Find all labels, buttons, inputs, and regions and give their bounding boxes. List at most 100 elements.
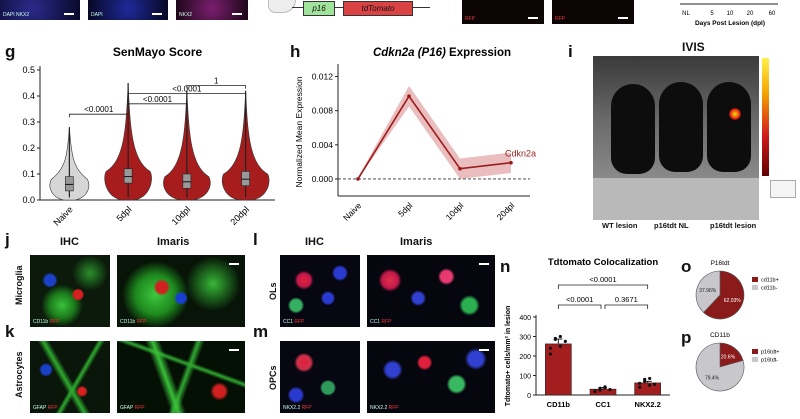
pie-chart-p16tdt: P16tdt 62.03% 37.96% cd11b+ cd11b- (695, 260, 779, 320)
bar (545, 343, 572, 396)
panel-label-l: l (253, 230, 258, 249)
p-value-label: 0.3671 (615, 295, 638, 304)
y-tick-label: 100 (519, 374, 531, 381)
p-value-label: <0.0001 (172, 84, 202, 93)
mouse-2 (659, 82, 703, 172)
ivis-colorbar (762, 58, 769, 176)
series-line (357, 94, 512, 180)
panel-label-p: p (681, 328, 692, 347)
y-tick-label: 0.0 (22, 195, 35, 205)
micrograph-microglia-ihc: CD11b RFP (30, 255, 110, 327)
bioluminescence-signal (729, 108, 741, 120)
caption-rfp: RFP (47, 405, 58, 411)
timeline-label: Days Post Lesion (dpl) (695, 20, 765, 27)
data-point (553, 337, 557, 342)
row-label-microglia: Microglia (14, 265, 24, 305)
chart-title: CD11b (710, 332, 730, 339)
title-gene: Cdkn2a (P16) (373, 47, 446, 59)
pie-slice (695, 342, 745, 392)
y-tick-label: 0.012 (312, 72, 334, 82)
bar-chart-tdtomato: Tdtomato Colocalization 0 100 200 300 400 Tdto… (505, 257, 670, 409)
significance-bracket (186, 85, 247, 89)
ivis-label-1: WT lesion (602, 221, 638, 230)
ivis-image (593, 56, 759, 220)
j-title-ihc: IHC (60, 236, 79, 248)
data-point (653, 382, 657, 386)
row-label-ols: OLs (268, 282, 278, 300)
ivis-title: IVIS (682, 40, 705, 54)
y-tick-label: 0.004 (312, 140, 334, 150)
violin-chart-senmayo: SenMayo Score 0.0 0.1 0.2 0.3 0.4 0.5 Naive 5dpl… (22, 45, 275, 228)
y-tick-label: 0 (527, 393, 531, 400)
y-tick-label: 0.1 (22, 169, 35, 179)
row-label-opcs: OPCs (268, 365, 278, 390)
micrograph-opcs-imaris: NKX2.2 RFP (367, 341, 495, 413)
l-title-ihc: IHC (305, 236, 324, 248)
chart-title: SenMayo Score (113, 45, 203, 59)
y-tick-label: 300 (519, 335, 531, 342)
ivis-panel: IVIS WT lesion p16tdt NL p16tdt lesion (590, 40, 800, 230)
l-title-imaris: Imaris (400, 236, 433, 248)
ivis-label-3: p16tdt lesion (710, 221, 757, 230)
box (241, 171, 250, 186)
y-tick-label: 400 (519, 315, 531, 322)
legend-label: p16tdt- (761, 358, 778, 364)
data-point (648, 383, 652, 387)
timeline-tick: NL (682, 11, 690, 17)
chart-title: Tdtomato Colocalization (548, 257, 659, 268)
caption-cc1: CC1 (370, 319, 381, 325)
data-point (563, 339, 567, 343)
pie-slice (695, 270, 721, 313)
x-tick-label: 20dpl (495, 200, 517, 222)
ivis-label-2: p16tdt NL (654, 221, 689, 230)
row-label-astrocytes: Astrocytes (14, 351, 24, 398)
timeline-tick: 60 (769, 11, 776, 17)
ivis-colorbar-legend (770, 180, 796, 198)
x-tick-label: 10dpl (444, 200, 466, 222)
x-tick-label: 20dpl (228, 204, 251, 227)
significance-bracket (68, 113, 129, 118)
data-point (603, 385, 607, 390)
box (123, 168, 133, 184)
data-point (598, 388, 602, 392)
caption-nkx: NKX2.2 (283, 405, 301, 411)
data-point (509, 160, 513, 165)
caption-rfp: RFP (301, 405, 312, 411)
box (182, 173, 192, 189)
legend-label: cd11b+ (761, 278, 779, 284)
panel-label-k: k (5, 322, 15, 341)
significance-bracket (604, 304, 649, 309)
p-value-label: <0.0001 (566, 295, 593, 304)
rfp-image-2: RFP (552, 0, 634, 24)
p-value-label: <0.0001 (589, 275, 616, 284)
ivis-floor (593, 178, 759, 220)
caption-cd11b: CD11b (120, 319, 136, 325)
caption-rfp: RFP (134, 405, 145, 411)
caption-gfap: GFAP (33, 405, 47, 411)
timeline-tick: 5 (710, 11, 714, 17)
legend-swatch (752, 357, 758, 362)
micrograph-ols-ihc: CC1 RFP (280, 255, 360, 327)
data-point (558, 334, 562, 339)
series-label: Cdkn2a (505, 149, 536, 159)
significance-bracket (127, 93, 247, 97)
panel-label-g: g (5, 42, 16, 61)
chart-title: Cdkn2a (P16) Expression (373, 47, 511, 59)
y-tick-label: 200 (519, 354, 531, 361)
x-tick-label: 10dpl (170, 204, 193, 227)
data-point (648, 376, 652, 381)
pie-chart-cd11b: CD11b 20.6% 79.4% p16tdt+ p16tdt- (695, 332, 780, 392)
box (65, 176, 74, 192)
p-value-label: <0.0001 (84, 105, 114, 114)
x-tick-label: 5dpl (114, 204, 133, 223)
micrograph-top-2: DAPI (88, 0, 168, 20)
p-value-label: <0.0001 (143, 95, 173, 104)
timeline-tick: 20 (747, 11, 754, 17)
line-chart-cdkn2a: Cdkn2a (P16) Expression 0.000 0.004 0.008 0.… (294, 47, 536, 223)
bar (634, 382, 661, 396)
significance-bracket (557, 284, 649, 289)
panel-label-h: h (290, 42, 301, 61)
micrograph-top-1: DAPI NKX2 (0, 0, 80, 20)
x-tick-label: 5dpl (396, 200, 415, 219)
top-strip: DAPI NKX2 DAPI NKX2 p16 tdTomato RFP RFP… (0, 0, 800, 28)
